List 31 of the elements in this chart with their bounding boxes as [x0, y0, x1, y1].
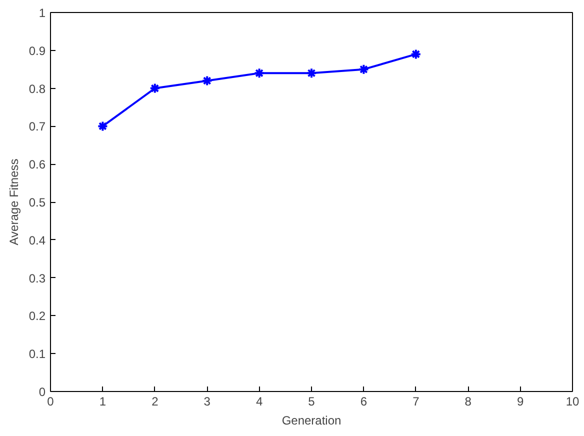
y-tick-label: 0.7	[28, 120, 46, 134]
point	[358, 64, 370, 75]
x-tick-label: 7	[412, 394, 420, 408]
x-axis-title: Generation	[282, 414, 342, 428]
x-tick-label: 2	[152, 394, 159, 408]
x-tick-label: 6	[360, 394, 368, 408]
x-tick-label: 4	[256, 394, 263, 408]
y-tick-label: 0.8	[28, 82, 46, 96]
y-tick-label: 1	[38, 6, 46, 20]
y-tick-label: 0.1	[28, 347, 46, 362]
x-tick-label: 5	[308, 394, 316, 408]
y-tick-label: 0.9	[28, 44, 46, 58]
x-tick-label: 3	[204, 394, 211, 408]
y-tick-label: 0.3	[28, 271, 46, 286]
y-tick-label: 0.2	[28, 309, 46, 324]
y-tick-label: 0.4	[28, 233, 46, 248]
point	[410, 48, 422, 60]
y-tick-label: 0	[38, 385, 46, 399]
x-tick-label: 8	[464, 394, 472, 408]
y-tick-label: 0.5	[28, 196, 46, 210]
point	[97, 120, 108, 132]
point	[254, 68, 265, 79]
x-tick-label: 9	[516, 394, 524, 408]
point	[306, 68, 317, 79]
x-tick-label: 10	[566, 394, 580, 408]
y-tick-label: 0.6	[28, 158, 46, 172]
point	[149, 82, 160, 94]
x-tick-label: 1	[99, 394, 106, 408]
point	[202, 75, 213, 86]
x-tick-label: 0	[47, 394, 54, 408]
y-axis-title: Average Fitness	[6, 158, 21, 246]
